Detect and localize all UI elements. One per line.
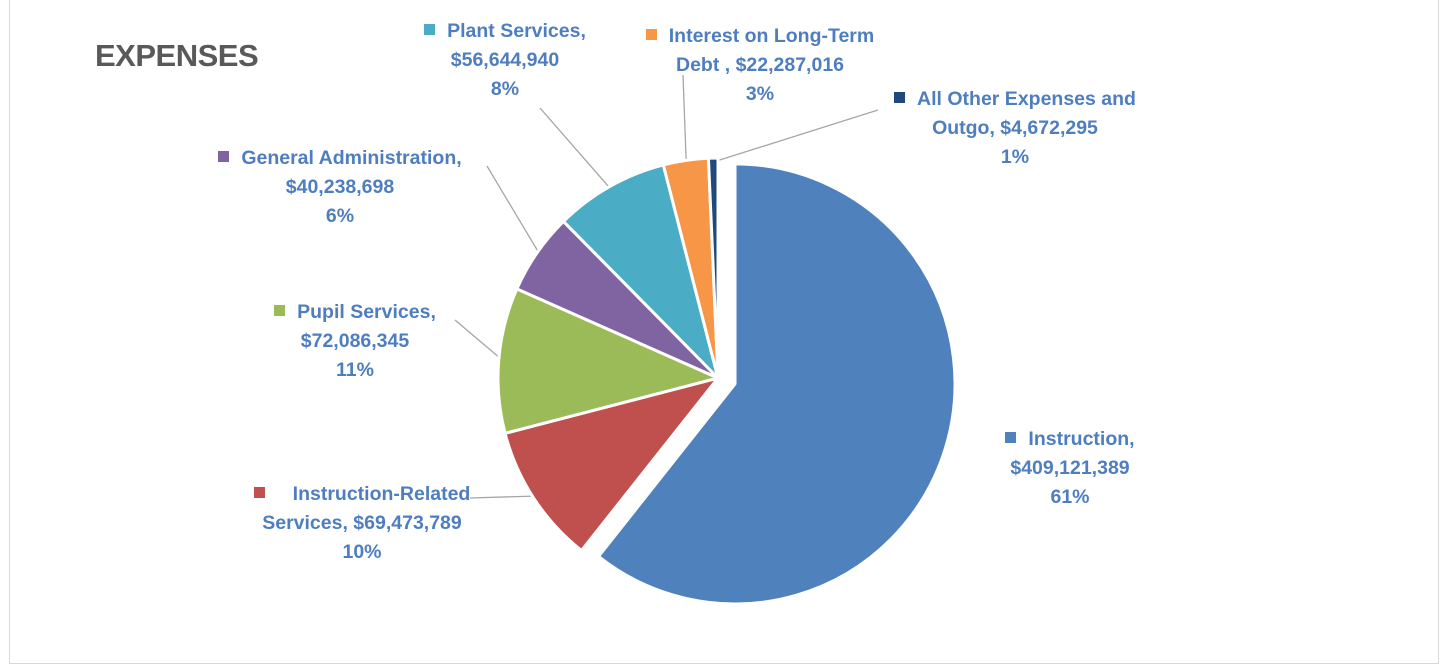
- swatch-plant: [424, 24, 436, 35]
- label-instruction-value: $409,121,389: [1010, 457, 1130, 479]
- label-instruction-related-value: Services, $69,473,789: [262, 512, 462, 534]
- chart-frame: [9, 0, 1439, 664]
- label-general-admin-name: General Administration,: [241, 147, 462, 169]
- leader-general-admin: [486, 165, 541, 256]
- label-instruction-percent: 61%: [1050, 486, 1090, 508]
- label-interest: Interest on Long-Term Debt , $22,287,016…: [615, 22, 905, 109]
- slice-other: [706, 156, 720, 380]
- swatch-pupil: [274, 305, 286, 316]
- label-plant-percent: 8%: [490, 78, 520, 100]
- chart-title: EXPENSES: [95, 38, 259, 73]
- label-pupil: Pupil Services, $72,086,345 11%: [255, 298, 455, 385]
- label-pupil-percent: 11%: [336, 359, 374, 381]
- label-interest-name: Interest on Long-Term: [668, 25, 875, 47]
- swatch-instruction: [1005, 432, 1017, 443]
- swatch-other: [894, 92, 906, 103]
- label-interest-percent: 3%: [745, 83, 775, 105]
- swatch-interest: [645, 29, 657, 40]
- pie-slices: [496, 156, 957, 606]
- label-instruction-related-name: Instruction-Related: [292, 483, 471, 505]
- label-other-name: All Other Expenses and: [917, 88, 1136, 110]
- swatch-general-admin: [218, 151, 230, 162]
- swatch-instruction-related: [253, 487, 265, 498]
- leader-pupil: [454, 319, 504, 361]
- slice-instruction: [596, 162, 957, 606]
- label-other: All Other Expenses and Outgo, $4,672,295…: [870, 85, 1160, 172]
- leader-instruction-related: [469, 495, 538, 499]
- label-instruction-related: Instruction-Related Services, $69,473,78…: [212, 480, 512, 567]
- slice-pupil: [496, 287, 720, 435]
- label-interest-value: Debt , $22,287,016: [675, 54, 845, 76]
- label-instruction: Instruction, $409,121,389 61%: [985, 425, 1155, 512]
- label-other-value: Outgo, $4,672,295: [932, 117, 1098, 139]
- label-pupil-name: Pupil Services,: [297, 301, 436, 323]
- label-instruction-related-percent: 10%: [342, 541, 382, 563]
- leader-plant: [539, 107, 613, 191]
- label-pupil-value: $72,086,345: [300, 330, 410, 352]
- label-plant: Plant Services, $56,644,940 8%: [405, 17, 605, 104]
- leader-interest: [682, 74, 687, 165]
- slice-instruction-related: [503, 376, 720, 553]
- label-plant-name: Plant Services,: [447, 20, 586, 42]
- label-instruction-name: Instruction,: [1028, 428, 1135, 450]
- slice-plant: [561, 163, 720, 380]
- label-plant-value: $56,644,940: [450, 49, 560, 71]
- label-general-admin: General Administration, $40,238,698 6%: [180, 144, 500, 231]
- label-general-admin-percent: 6%: [325, 205, 355, 227]
- leader-lines: [454, 74, 879, 499]
- label-other-percent: 1%: [1000, 146, 1030, 168]
- leader-other: [713, 109, 879, 163]
- label-general-admin-value: $40,238,698: [285, 176, 395, 198]
